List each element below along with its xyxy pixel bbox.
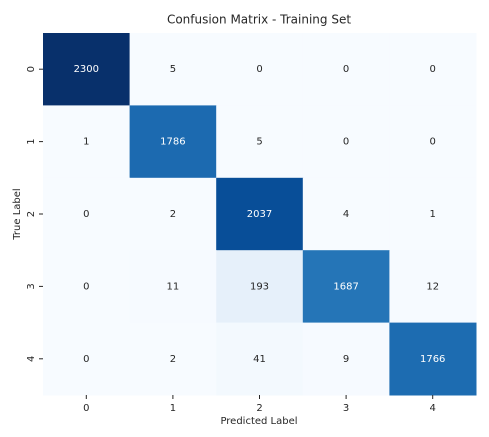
cell-label: 1786 — [160, 137, 185, 148]
heatmap-cell — [302, 322, 390, 396]
heatmap-cell — [389, 250, 477, 324]
heatmap-cell — [43, 250, 131, 324]
cell-label: 1 — [83, 137, 89, 148]
heatmap-cell — [129, 322, 217, 396]
cell-label: 0 — [256, 64, 262, 75]
cell-label: 5 — [170, 64, 176, 75]
y-axis-label: True Label — [12, 188, 23, 240]
heatmap-cell — [302, 250, 390, 324]
heatmap-cell — [43, 33, 131, 106]
x-tick-label: 1 — [170, 403, 176, 414]
cell-label: 4 — [343, 209, 349, 220]
heatmap-cell — [216, 33, 304, 106]
heatmap-cell — [216, 250, 304, 324]
heatmap-cell — [302, 33, 390, 106]
cell-label: 2300 — [74, 64, 99, 75]
heatmap-cell — [43, 322, 131, 396]
heatmap-cell — [389, 33, 477, 106]
cell-label: 1766 — [420, 354, 445, 365]
x-tick-label: 4 — [430, 403, 436, 414]
cell-label: 2 — [170, 209, 176, 220]
heatmap-cell — [129, 33, 217, 106]
heatmap-cell — [129, 250, 217, 324]
cell-label: 11 — [167, 281, 180, 292]
heatmap-cell — [216, 177, 304, 251]
y-tick-label: 3 — [26, 283, 37, 289]
x-axis-label: Predicted Label — [220, 416, 297, 427]
cell-label: 41 — [253, 354, 266, 365]
cell-label: 12 — [426, 281, 439, 292]
cell-label: 193 — [250, 281, 269, 292]
cell-label: 0 — [430, 64, 436, 75]
heatmap-cell — [389, 322, 477, 396]
heatmap-cell — [389, 177, 477, 251]
y-tick-label: 2 — [26, 211, 37, 217]
y-tick-label: 0 — [26, 66, 37, 72]
x-tick-label: 2 — [256, 403, 262, 414]
cell-label: 0 — [83, 354, 89, 365]
cell-label: 0 — [83, 281, 89, 292]
cell-label: 1687 — [333, 281, 358, 292]
cell-label: 5 — [256, 137, 262, 148]
heatmap-cell — [129, 177, 217, 251]
y-tick-label: 1 — [26, 138, 37, 144]
cell-label: 2 — [170, 354, 176, 365]
heatmap-cell — [302, 105, 390, 179]
heatmap-cell — [129, 105, 217, 179]
cell-label: 0 — [343, 64, 349, 75]
heatmap-cell — [216, 105, 304, 179]
x-tick-label: 3 — [343, 403, 349, 414]
cell-label: 1 — [430, 209, 436, 220]
cell-label: 2037 — [247, 209, 272, 220]
heatmap-cell — [43, 177, 131, 251]
cell-label: 0 — [83, 209, 89, 220]
heatmap-cell — [216, 322, 304, 396]
cell-label: 9 — [343, 354, 349, 365]
heatmap-cell — [389, 105, 477, 179]
cell-label: 0 — [430, 137, 436, 148]
cell-label: 0 — [343, 137, 349, 148]
x-tick-label: 0 — [83, 403, 89, 414]
chart-title: Confusion Matrix - Training Set — [167, 13, 351, 27]
heatmap-cell — [302, 177, 390, 251]
y-tick-label: 4 — [26, 356, 37, 362]
heatmap-cell — [43, 105, 131, 179]
